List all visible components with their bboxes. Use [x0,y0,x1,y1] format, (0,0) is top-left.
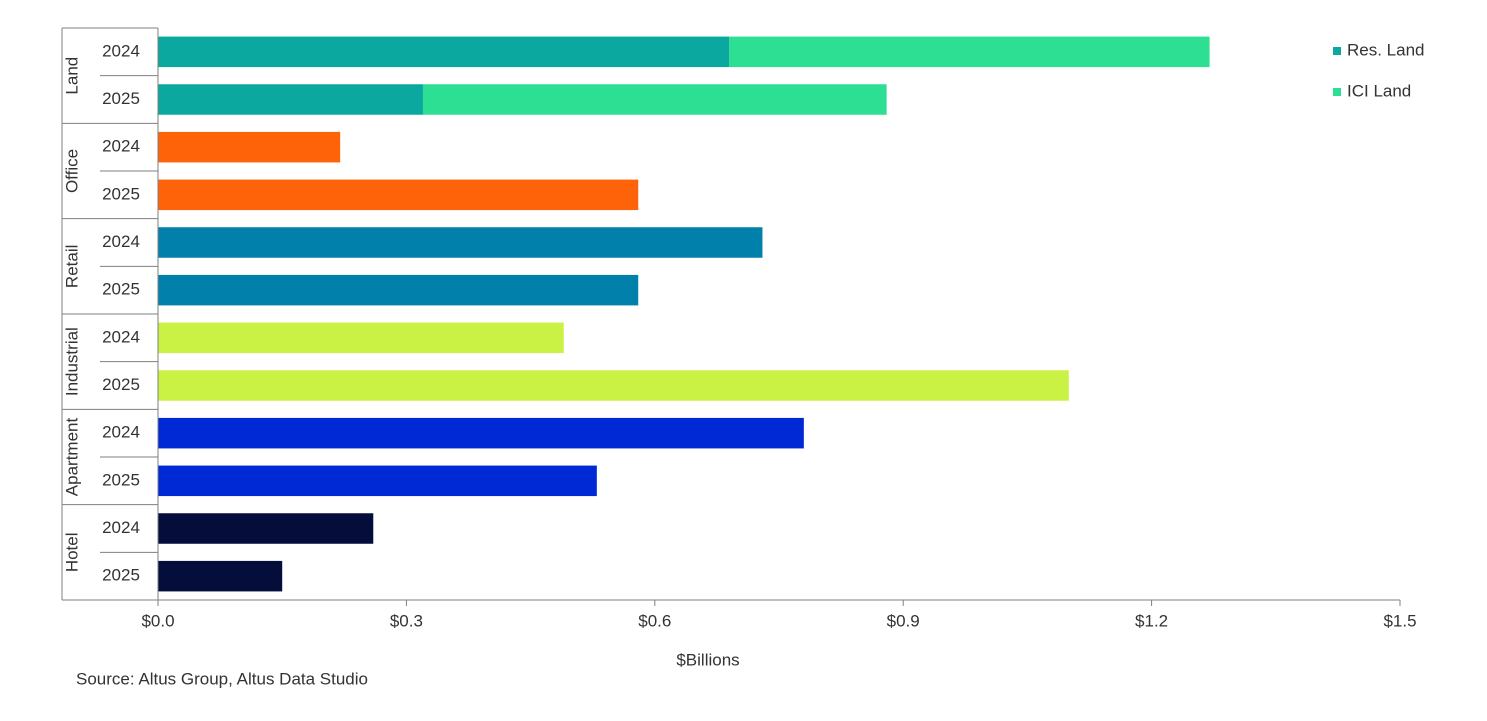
bar-segment [158,84,423,115]
bar [158,227,763,258]
y-tick-label: 2024 [102,41,140,60]
group-label: Land [62,57,81,95]
y-tick-label: 2024 [102,137,140,156]
bar [158,179,639,211]
y-tick-label: 2024 [102,232,140,251]
x-tick-label: $1.5 [1383,611,1416,630]
bar [158,513,374,544]
x-tick-label: $0.0 [141,611,174,630]
y-tick-label: 2025 [102,566,140,585]
bar [158,131,341,163]
y-tick-label: 2024 [102,423,140,442]
legend-swatch [1333,88,1341,96]
bar [158,274,639,306]
x-tick-label: $0.9 [887,611,920,630]
bar [158,465,597,497]
group-label: Office [62,149,81,193]
x-axis-label: $Billions [676,650,739,669]
bar-segment [158,36,730,68]
y-tick-label: 2025 [102,89,140,108]
bar [158,322,564,354]
bar-segment [729,36,1210,68]
y-tick-label: 2024 [102,327,140,346]
legend-swatch [1333,47,1341,55]
y-tick-label: 2024 [102,518,140,537]
group-label: Apartment [62,418,81,497]
group-label: Retail [62,245,81,288]
y-tick-label: 2025 [102,375,140,394]
group-label: Industrial [62,327,81,396]
y-tick-label: 2025 [102,280,140,299]
group-label: Hotel [62,532,81,572]
bar [158,370,1069,401]
bar-segment [422,84,887,115]
x-tick-label: $1.2 [1135,611,1168,630]
y-tick-label: 2025 [102,184,140,203]
x-tick-label: $0.6 [638,611,671,630]
bar [158,560,283,592]
legend-label: Res. Land [1347,40,1425,59]
source-note: Source: Altus Group, Altus Data Studio [76,669,368,688]
legend-label: ICI Land [1347,81,1411,100]
x-tick-label: $0.3 [390,611,423,630]
y-tick-label: 2025 [102,470,140,489]
bar [158,417,804,449]
